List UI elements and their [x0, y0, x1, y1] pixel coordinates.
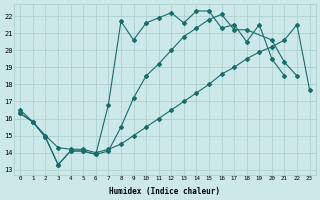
X-axis label: Humidex (Indice chaleur): Humidex (Indice chaleur)	[109, 187, 220, 196]
